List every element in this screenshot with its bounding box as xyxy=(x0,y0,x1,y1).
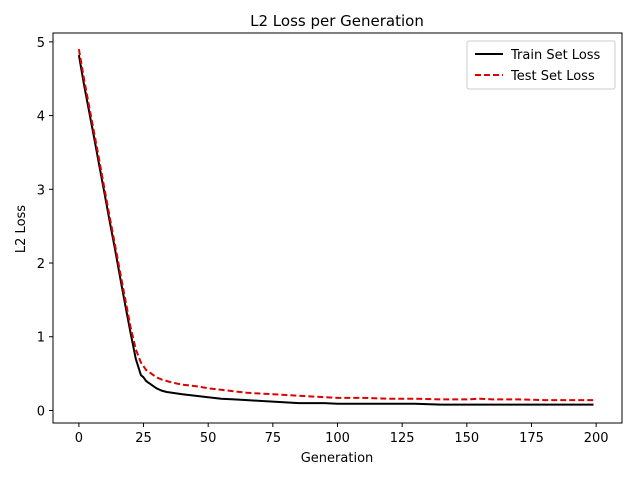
x-tick-label: 150 xyxy=(454,431,479,446)
legend-box xyxy=(466,40,616,90)
x-tick-label: 50 xyxy=(200,431,217,446)
series-line-train xyxy=(77,54,594,406)
legend-label-train: Train Set Loss xyxy=(510,48,601,63)
x-tick-label: 125 xyxy=(390,431,415,446)
series-layer xyxy=(77,49,594,406)
x-tick-label: 25 xyxy=(135,431,152,446)
y-axis-label: L2 Loss xyxy=(14,205,29,253)
y-tick-label: 2 xyxy=(37,257,45,272)
series-line-test xyxy=(77,49,594,402)
y-axis: 0 1 2 3 4 5 xyxy=(37,36,53,419)
y-tick-label: 4 xyxy=(37,110,45,125)
x-tick-label: 100 xyxy=(325,431,350,446)
x-tick-label: 175 xyxy=(519,431,544,446)
x-axis-label: Generation xyxy=(301,451,374,466)
y-tick-label: 5 xyxy=(37,36,45,51)
y-tick-label: 1 xyxy=(37,331,45,346)
y-tick-label: 3 xyxy=(37,183,45,198)
x-tick-label: 75 xyxy=(265,431,282,446)
y-tick-label: 0 xyxy=(37,404,45,419)
x-tick-label: 0 xyxy=(75,431,83,446)
legend: Train Set Loss Test Set Loss xyxy=(466,40,616,90)
x-axis: 0 25 50 75 100 125 150 175 200 xyxy=(75,423,609,446)
x-tick-label: 200 xyxy=(584,431,609,446)
chart-title: L2 Loss per Generation xyxy=(250,12,424,30)
legend-label-test: Test Set Loss xyxy=(510,69,595,84)
